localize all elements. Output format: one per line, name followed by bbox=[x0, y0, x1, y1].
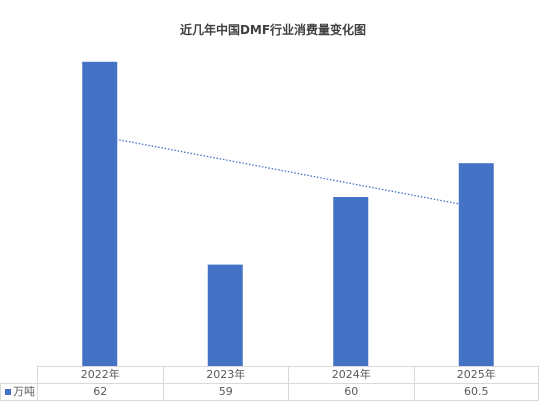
table-category-cell: 2022年 bbox=[37, 366, 163, 384]
data-table: 2022年 2023年 2024年 2025年 万吨 62 59 60 60.5 bbox=[0, 366, 540, 402]
chart-title: 近几年中国DMF行业消费量变化图 bbox=[179, 23, 367, 37]
trendline bbox=[99, 135, 477, 208]
table-value-cell: 62 bbox=[37, 383, 163, 401]
bar-2024 bbox=[333, 197, 369, 366]
series-name: 万吨 bbox=[13, 385, 35, 398]
table-category-cell: 2023年 bbox=[162, 366, 288, 384]
table-value-cell: 60 bbox=[288, 383, 414, 401]
bar-2023 bbox=[207, 264, 243, 366]
bar-2022 bbox=[82, 61, 118, 366]
bar-2025 bbox=[458, 163, 494, 366]
table-value-cell: 59 bbox=[162, 383, 288, 401]
table-value-cell: 60.5 bbox=[413, 383, 539, 401]
table-category-cell: 2024年 bbox=[288, 366, 414, 384]
table-category-cell: 2025年 bbox=[413, 366, 539, 384]
legend-key-icon bbox=[5, 389, 11, 395]
table-series-cell: 万吨 bbox=[0, 383, 37, 401]
plot-area bbox=[82, 61, 494, 366]
